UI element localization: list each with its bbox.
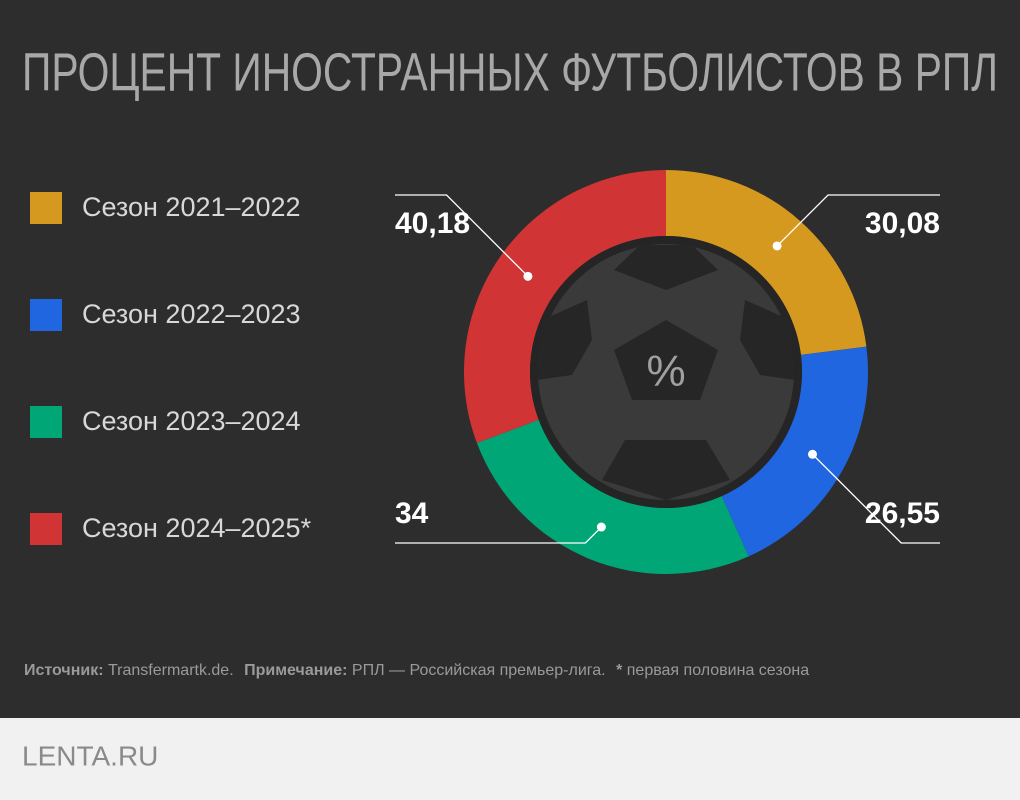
leader-dot	[523, 271, 533, 281]
value-label: 30,08	[865, 207, 940, 240]
footer	[0, 718, 1020, 800]
chart-title: ПРОЦЕНТ ИНОСТРАННЫХ ФУТБОЛИСТОВ В РПЛ	[22, 42, 998, 102]
ball-icon	[530, 236, 802, 508]
value-label: 40,18	[395, 207, 470, 240]
legend-label: Сезон 2021–2022	[82, 192, 301, 222]
star: *	[616, 662, 623, 679]
legend-swatch	[30, 299, 62, 331]
leader-dot	[596, 522, 606, 532]
donut-segment	[463, 170, 666, 444]
legend-label: Сезон 2024–2025*	[82, 513, 312, 543]
leader-line	[395, 194, 529, 277]
legend-label: Сезон 2022–2023	[82, 299, 301, 329]
source-text: Transfermartk.de.	[108, 662, 234, 679]
value-label: 34	[395, 497, 429, 530]
leader-line	[776, 194, 940, 247]
leader-dot	[807, 449, 817, 459]
legend-label: Сезон 2023–2024	[82, 406, 301, 436]
leader-line	[812, 453, 940, 544]
donut-segment	[721, 346, 868, 557]
logo: LENTA.RU	[22, 740, 158, 771]
leader-line	[395, 526, 602, 544]
value-label: 26,55	[865, 497, 940, 530]
leader-dot	[772, 241, 782, 251]
note-label: Примечание:	[244, 662, 347, 679]
donut-segment	[476, 419, 749, 574]
donut-segment	[666, 170, 867, 355]
legend-swatch	[30, 513, 62, 545]
legend-swatch	[30, 406, 62, 438]
note-text: РПЛ — Российская премьер-лига.	[352, 662, 606, 679]
legend-swatch	[30, 192, 62, 224]
star-note: первая половина сезона	[627, 662, 809, 679]
source-note: Источник: Transfermartk.de. Примечание: …	[24, 662, 809, 679]
center-label: %	[646, 347, 685, 396]
source-label: Источник:	[24, 662, 104, 679]
